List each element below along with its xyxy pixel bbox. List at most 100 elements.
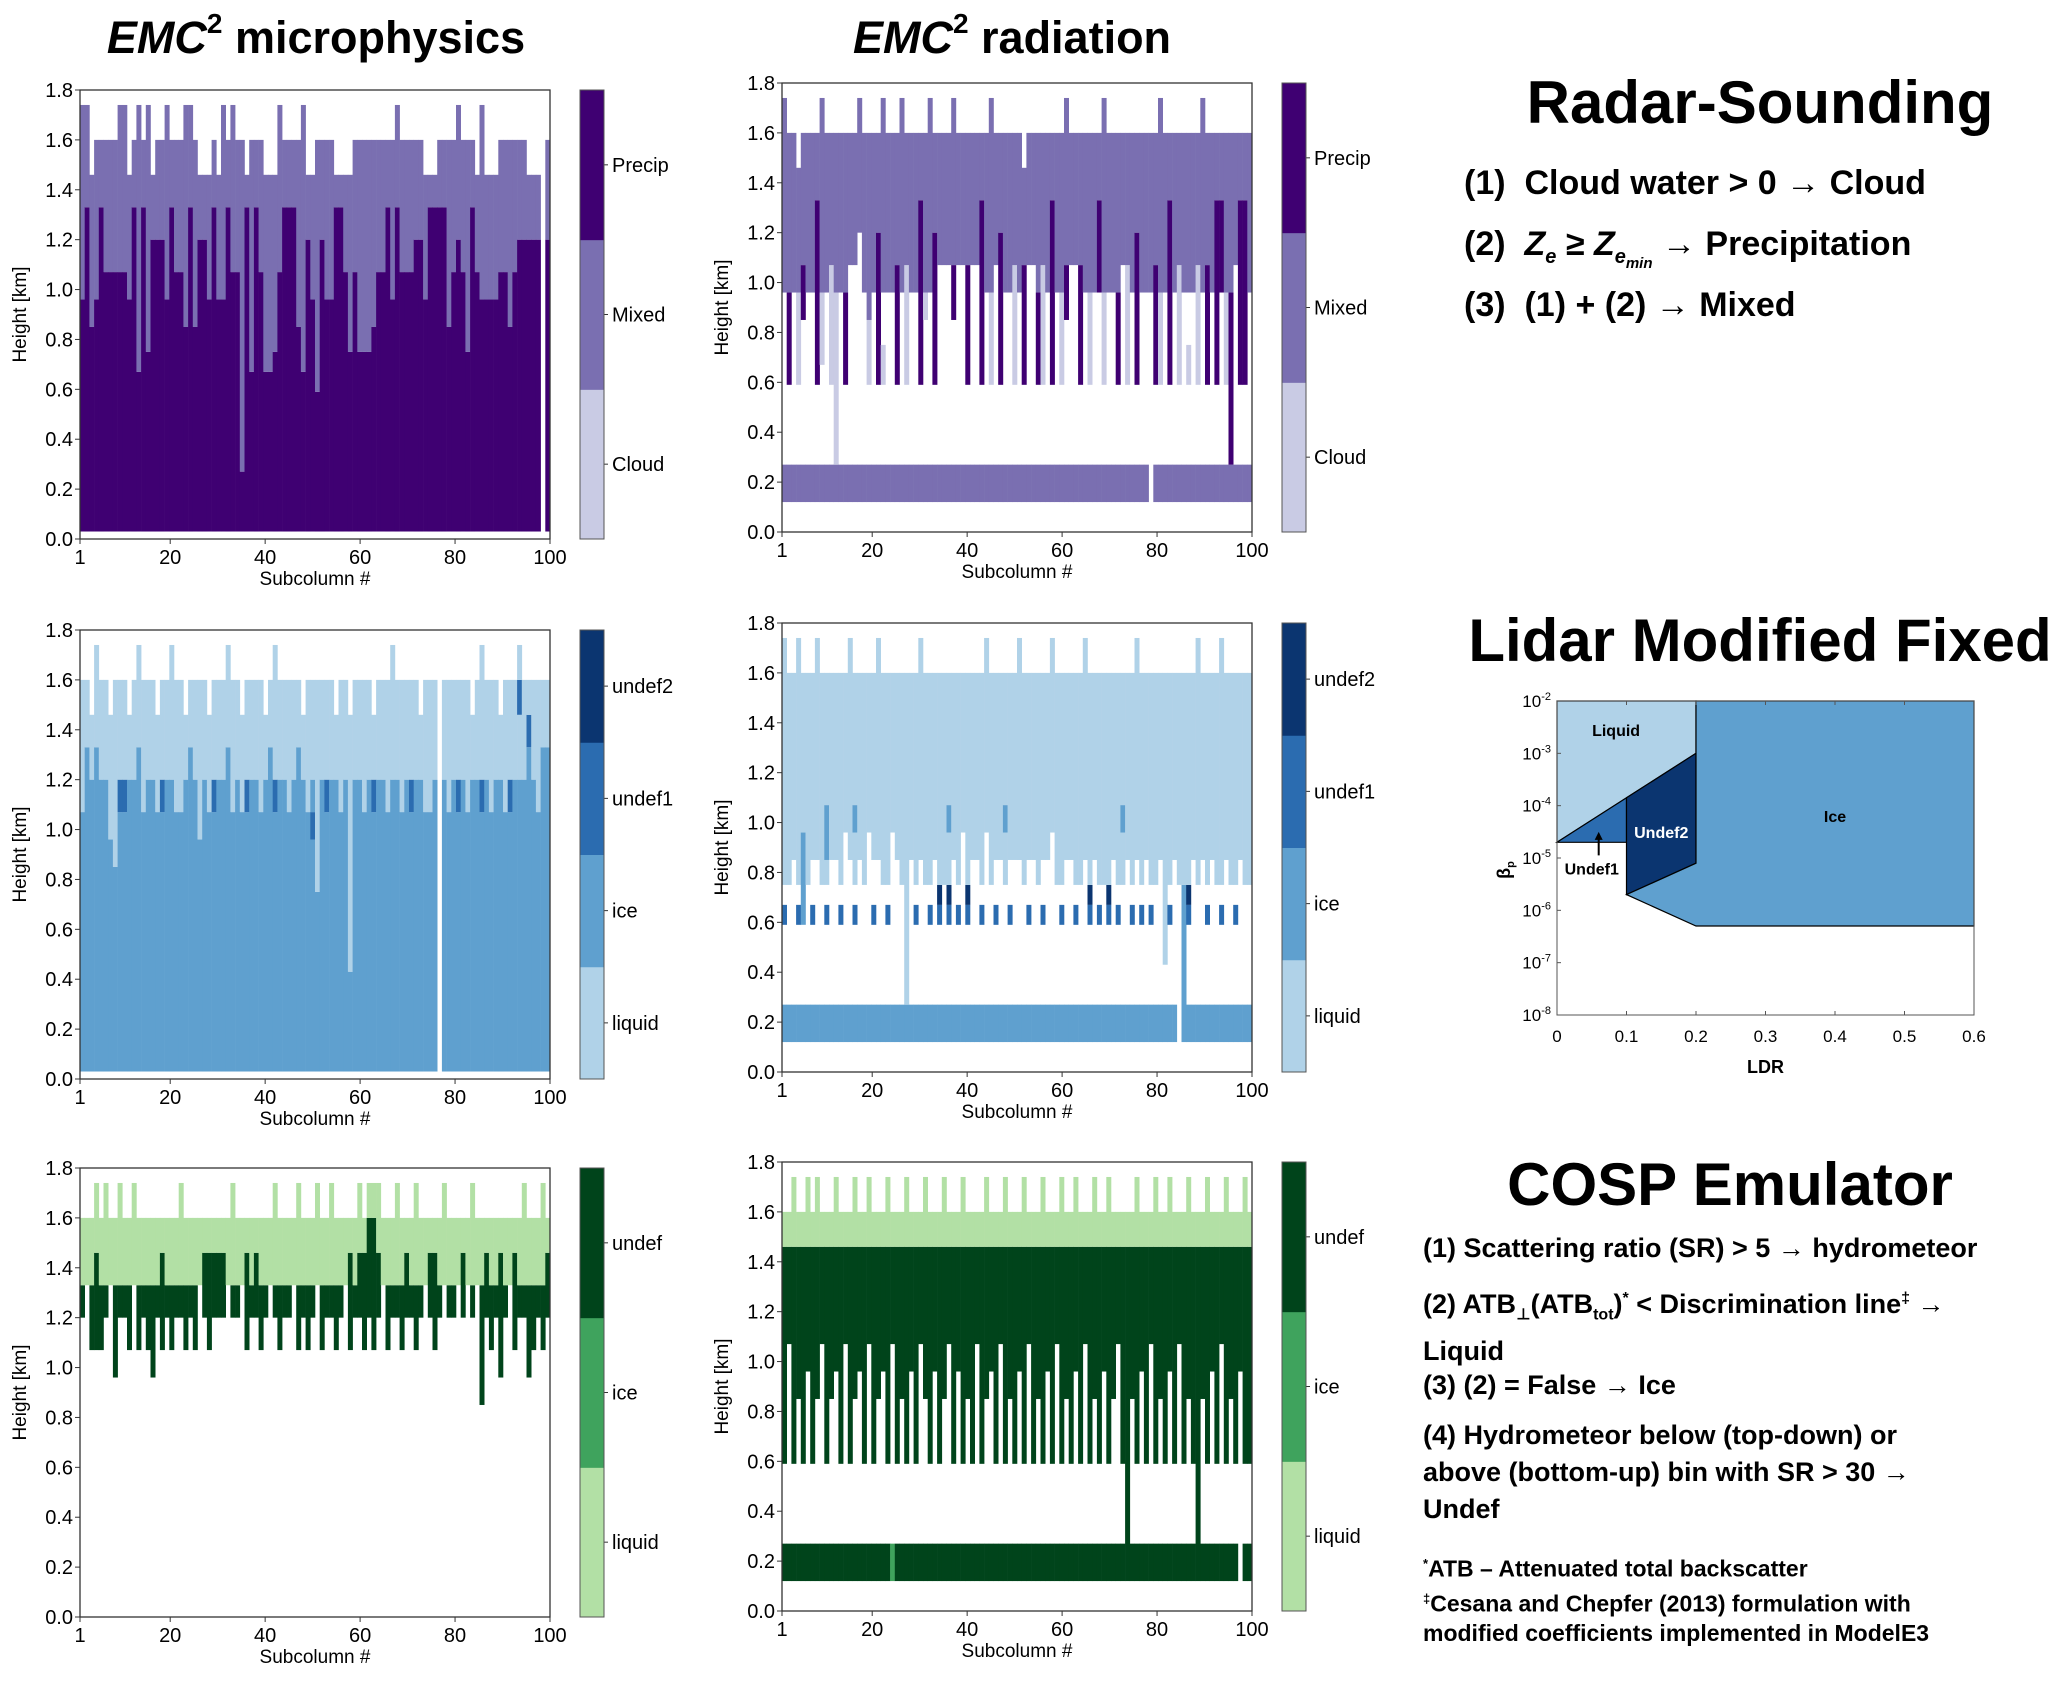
liquid-cell [1045,1211,1051,1247]
x-axis-label: LDR [1747,1057,1784,1077]
colorbar-label: undef2 [1314,669,1375,691]
undef-cell [941,1543,947,1582]
undef1-cell [211,779,217,813]
liquid-cell [296,1182,302,1286]
ice-cell [385,812,391,1072]
mixed-cell [1087,464,1093,503]
liquid-cell [1190,672,1196,860]
undef-cell [796,1246,802,1399]
mixed-cell [498,139,504,273]
mixed-cell [1223,132,1229,293]
mixed-cell [1190,464,1196,503]
x-tick-label: 100 [1235,1080,1268,1102]
rule-number: (3) [1464,286,1506,324]
mixed-cell [333,174,339,208]
precip-cell [441,207,447,532]
undef-cell [1125,1246,1131,1582]
y-tick-label: 1.0 [747,1352,775,1374]
undef-cell [1111,1543,1116,1582]
colorbar-label: ice [1314,894,1340,916]
ze-symbol: Z [1524,225,1546,263]
cosp-rule-1: (1) Scattering ratio (SR) > 5 → hydromet… [1423,1233,1978,1263]
panel-radiation-cosp: 1 20 40 60 80 1000.00.20.40.60.81.01.21.41.61… [712,1152,1364,1662]
y-tick-label: 0.4 [747,1501,775,1523]
liquid-cell [1172,672,1178,860]
colorbar-segment-undef2 [580,630,604,743]
mixed-cell [1040,132,1046,266]
liquid-cell [1214,672,1220,885]
ice-cell [479,812,485,1072]
liquid-cell [1120,1211,1126,1247]
ice-cell [503,812,508,1072]
precip-cell [371,326,377,532]
y-tick-label: 0.4 [747,422,775,444]
undef-cell [1045,1543,1051,1582]
plot-frame [781,622,1253,1073]
ice-cell [880,1004,886,1043]
undef-cell [861,1543,867,1582]
mixed-cell [188,104,194,208]
liquid-cell [918,637,924,860]
liquid-cell [937,1211,943,1247]
precip-cell [94,299,100,532]
mixed-cell [108,139,114,273]
undef-cell [800,1246,806,1464]
undef1-cell [371,779,377,813]
ze-subscript: e [1545,245,1557,268]
undef1-cell [913,904,919,925]
liquid-cell [899,672,905,885]
undef1-cell [159,779,165,813]
mixed-cell [1092,132,1098,293]
precip-cell [277,272,283,532]
mixed-cell [1139,132,1145,293]
ice-cell [371,812,377,1072]
liquid-cell [1054,672,1060,885]
undef1-cell [782,904,787,925]
panel-radiation-lidar: 1 20 40 60 80 1000.00.20.40.60.81.01.21.41.61… [712,613,1375,1123]
mixed-cell [338,174,344,208]
undef-cell [263,1285,269,1318]
undef-cell [1068,1543,1074,1582]
mixed-cell [1054,132,1060,293]
precip-cell [800,265,806,320]
mixed-cell [833,464,839,503]
liquid-cell [216,1217,222,1253]
ice-cell [1082,1004,1088,1043]
cloud-cell [988,292,994,385]
undef-cell [352,1285,358,1318]
ice-cell [380,779,386,1072]
liquid-cell [141,679,147,813]
precip-cell [272,351,278,532]
y-tick-label: 1.2 [45,770,73,792]
x-tick-label: 20 [159,547,181,569]
cloud-cell [904,265,910,385]
ice-cell [1143,1004,1149,1043]
mixed-cell [918,464,924,503]
precip-cell [150,239,156,532]
x-tick-label: 60 [1051,1080,1073,1102]
liquid-cell [843,1211,849,1247]
ice-cell [206,812,212,1072]
ice-cell [1172,1004,1178,1043]
mixed-cell [960,132,966,266]
mixed-cell [984,132,990,293]
liquid-cell [1143,672,1149,860]
colorbar-label: Cloud [612,454,664,476]
precip-cell [136,371,142,532]
ice-cell [885,1004,891,1043]
mixed-cell [1054,464,1060,503]
precip-cell [141,207,147,532]
undef1-cell [796,904,802,925]
x-tick-label: 100 [533,1625,566,1647]
mixed-cell [1059,464,1065,503]
ice-cell [498,779,504,1072]
undef-cell [230,1285,236,1318]
liquid-cell [131,1182,137,1286]
y-tick-label: 1.4 [45,1258,73,1280]
undef-cell [819,1246,825,1345]
undef-cell [155,1285,161,1318]
undef-cell [249,1285,255,1318]
y-tick-label: 1.0 [45,820,73,842]
footnote-mark: * [1622,1290,1629,1307]
cloud-cell [880,344,886,385]
